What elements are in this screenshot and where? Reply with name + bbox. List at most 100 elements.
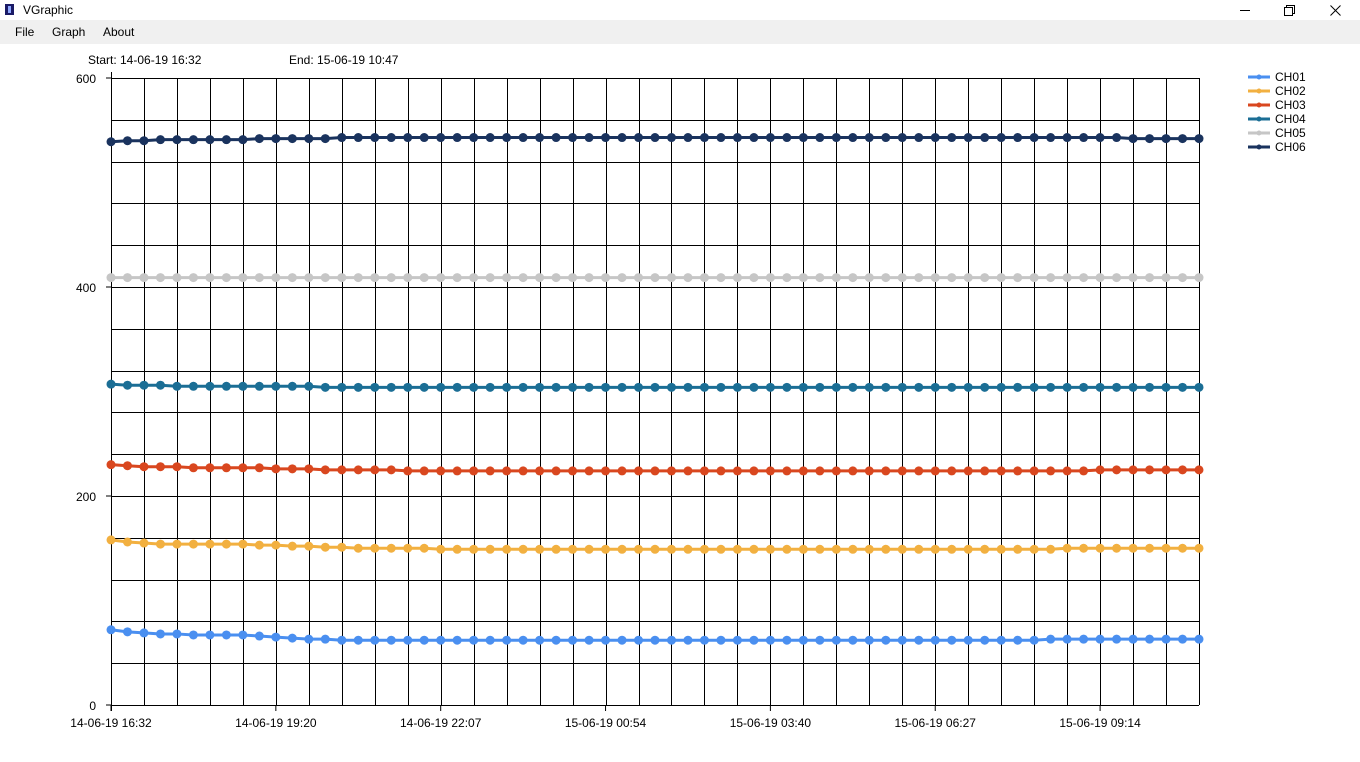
- data-point: [386, 382, 396, 392]
- data-point: [1013, 544, 1023, 554]
- data-point: [848, 544, 858, 554]
- data-point: [897, 273, 907, 283]
- data-point: [122, 273, 132, 283]
- data-point: [947, 635, 957, 645]
- data-point: [782, 273, 792, 283]
- data-point: [304, 381, 314, 391]
- title-bar: VGraphic: [0, 0, 1360, 20]
- data-point: [1013, 273, 1023, 283]
- data-point: [205, 381, 215, 391]
- data-point: [502, 273, 512, 283]
- data-point: [1095, 634, 1105, 644]
- data-point: [881, 273, 891, 283]
- data-point: [584, 133, 594, 143]
- data-point: [1145, 382, 1155, 392]
- data-point: [881, 544, 891, 554]
- data-point: [782, 466, 792, 476]
- data-point: [188, 273, 198, 283]
- data-point: [370, 382, 380, 392]
- data-point: [106, 535, 116, 545]
- maximize-button[interactable]: [1266, 0, 1312, 20]
- legend-label: CH02: [1275, 84, 1306, 98]
- data-point: [1095, 543, 1105, 553]
- data-point: [1095, 465, 1105, 475]
- data-point: [798, 466, 808, 476]
- data-point: [370, 273, 380, 283]
- data-point: [1013, 133, 1023, 143]
- legend-swatch-marker: [1256, 88, 1262, 94]
- data-point: [601, 544, 611, 554]
- data-point: [568, 466, 578, 476]
- data-point: [1046, 382, 1056, 392]
- data-point: [996, 635, 1006, 645]
- data-point: [304, 273, 314, 283]
- data-point: [320, 634, 330, 644]
- data-point: [469, 273, 479, 283]
- data-point: [337, 635, 347, 645]
- minimize-button[interactable]: [1222, 0, 1268, 20]
- data-point: [337, 382, 347, 392]
- data-point: [436, 382, 446, 392]
- data-point: [634, 544, 644, 554]
- data-point: [238, 135, 248, 145]
- data-point: [205, 135, 215, 145]
- data-point: [419, 382, 429, 392]
- data-point: [716, 544, 726, 554]
- data-point: [221, 630, 231, 640]
- data-point: [1161, 543, 1171, 553]
- data-point: [864, 382, 874, 392]
- legend-label: CH04: [1275, 112, 1306, 126]
- data-point: [617, 466, 627, 476]
- data-point: [963, 466, 973, 476]
- x-tick-label: 15-06-19 03:40: [730, 716, 812, 730]
- legend-swatch-marker: [1256, 144, 1262, 150]
- legend-item: CH01: [1248, 70, 1306, 84]
- data-point: [452, 133, 462, 143]
- data-point: [122, 627, 132, 637]
- data-point: [155, 462, 165, 472]
- window-title: VGraphic: [23, 3, 74, 17]
- data-point: [139, 136, 149, 146]
- data-point: [320, 382, 330, 392]
- data-point: [568, 635, 578, 645]
- y-tick-label: 200: [76, 490, 96, 504]
- data-point: [947, 466, 957, 476]
- data-point: [782, 544, 792, 554]
- data-point: [320, 273, 330, 283]
- data-point: [386, 635, 396, 645]
- data-point: [419, 133, 429, 143]
- data-point: [1161, 134, 1171, 144]
- menu-file[interactable]: File: [15, 25, 35, 39]
- data-point: [650, 544, 660, 554]
- data-point: [732, 133, 742, 143]
- data-point: [320, 465, 330, 475]
- data-point: [782, 635, 792, 645]
- data-point: [1178, 134, 1188, 144]
- data-point: [139, 462, 149, 472]
- data-point: [551, 273, 561, 283]
- menu-bar: File Graph About: [0, 20, 1360, 44]
- data-point: [732, 382, 742, 392]
- data-point: [386, 273, 396, 283]
- data-point: [683, 466, 693, 476]
- data-point: [452, 273, 462, 283]
- menu-graph[interactable]: Graph: [52, 25, 86, 39]
- x-tick-label: 14-06-19 22:07: [400, 716, 482, 730]
- data-point: [947, 382, 957, 392]
- data-point: [650, 273, 660, 283]
- data-point: [716, 273, 726, 283]
- data-point: [1062, 466, 1072, 476]
- data-point: [238, 273, 248, 283]
- data-point: [617, 544, 627, 554]
- close-button[interactable]: [1312, 0, 1358, 20]
- data-point: [980, 382, 990, 392]
- data-point: [568, 133, 578, 143]
- menu-about[interactable]: About: [103, 25, 135, 39]
- y-tick-label: 400: [76, 281, 96, 295]
- data-point: [353, 465, 363, 475]
- data-point: [831, 544, 841, 554]
- data-point: [584, 382, 594, 392]
- data-point: [864, 544, 874, 554]
- data-point: [930, 133, 940, 143]
- data-point: [139, 273, 149, 283]
